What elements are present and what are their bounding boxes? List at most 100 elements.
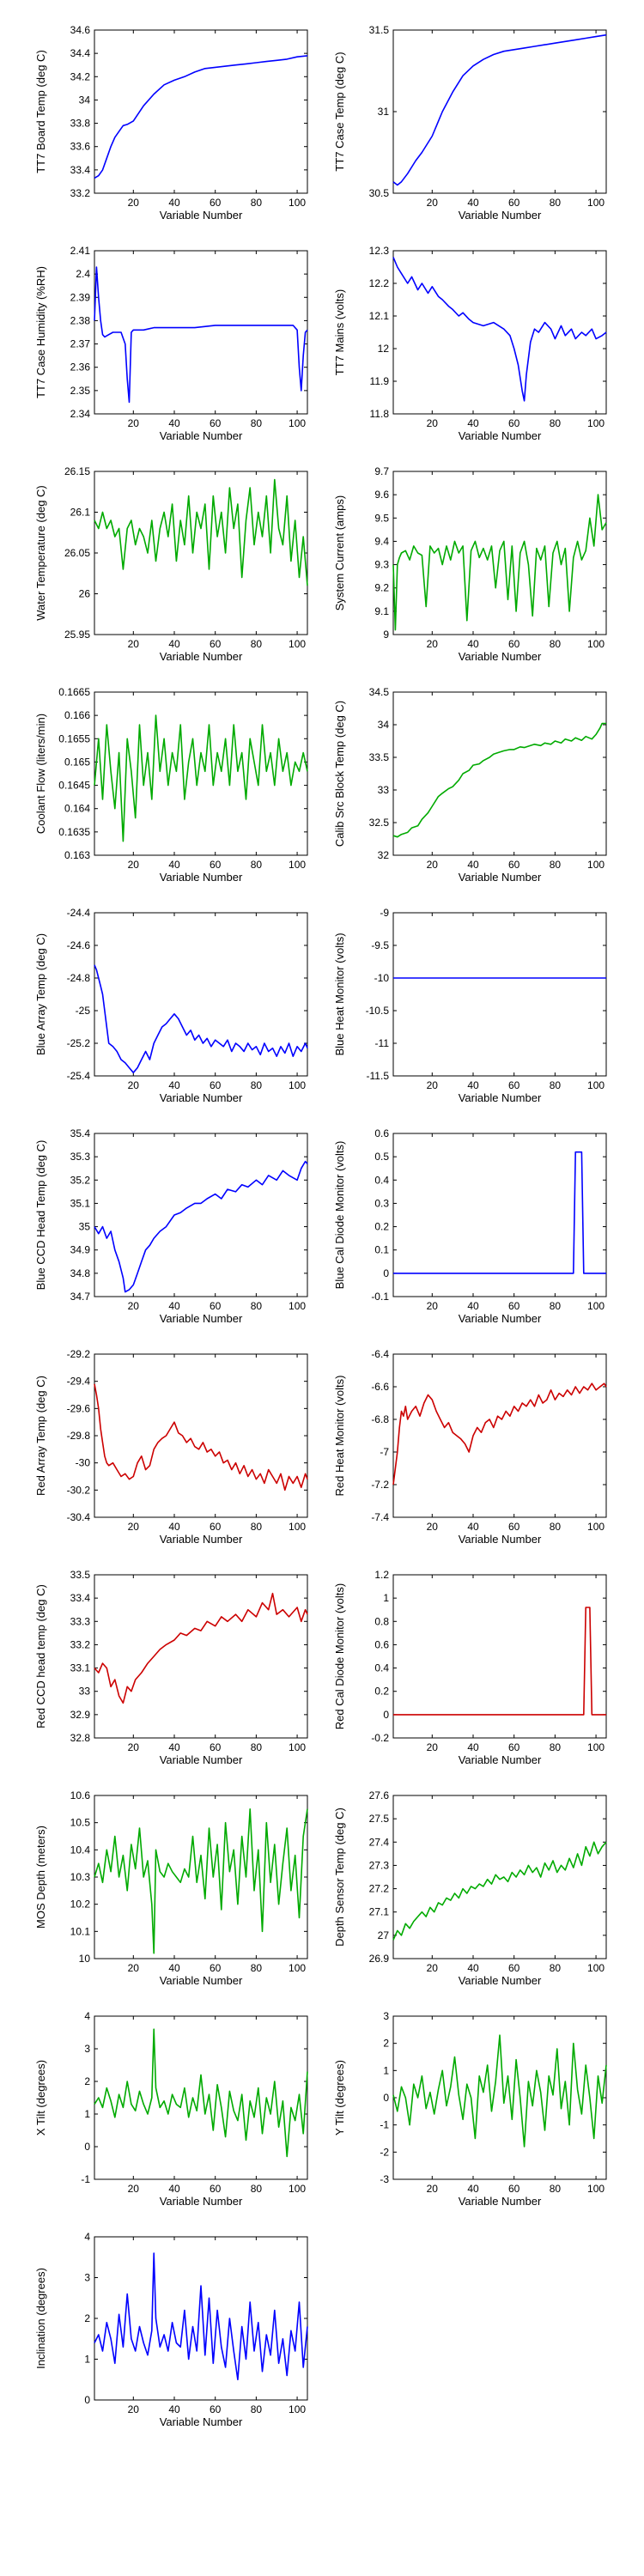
x-tick-label: 20 xyxy=(427,1962,439,1974)
x-tick-label: 100 xyxy=(289,2403,306,2415)
y-axis-label: Red CCD head temp (deg C) xyxy=(34,1584,47,1728)
y-tick-label: 30.5 xyxy=(369,187,390,199)
y-tick-label: 33.4 xyxy=(70,1592,91,1604)
x-tick-label: 100 xyxy=(289,1079,306,1091)
x-tick-label: 80 xyxy=(550,638,562,650)
y-tick-label: 10 xyxy=(79,1953,91,1965)
y-tick-label: 34.8 xyxy=(70,1267,91,1279)
x-tick-label: 20 xyxy=(128,2183,140,2195)
x-axis-label: Variable Number xyxy=(160,2415,243,2428)
y-tick-label: 12.2 xyxy=(369,277,390,289)
x-tick-label: 20 xyxy=(128,417,140,429)
y-axis-label: Depth Sensor Temp (deg C) xyxy=(333,1807,346,1947)
chart-panel-13: 20 40 60 80 100 -30.4 -30.2 -30 -29.8 -29.6 -29.4 -… xyxy=(34,1348,308,1546)
x-tick-label: 60 xyxy=(508,1079,520,1091)
x-tick-label: 100 xyxy=(289,2183,306,2195)
y-tick-label: 0.4 xyxy=(374,1662,389,1674)
y-tick-label: -29.4 xyxy=(67,1376,91,1388)
x-tick-label: 80 xyxy=(251,1962,263,1974)
y-tick-label: 27.6 xyxy=(369,1789,390,1801)
y-tick-label: 0.4 xyxy=(374,1174,389,1186)
y-tick-label: -30 xyxy=(76,1457,91,1469)
chart-panel-7: 20 40 60 80 100 0.163 0.1635 0.164 0.1645 0.165 0.… xyxy=(34,686,308,884)
y-tick-label: -24.4 xyxy=(67,907,91,919)
y-axis-label: TT7 Case Humidity (%RH) xyxy=(34,266,47,398)
x-tick-label: 100 xyxy=(587,1521,605,1533)
x-tick-label: 40 xyxy=(168,859,180,871)
y-tick-label: 33.8 xyxy=(70,118,91,130)
series-line xyxy=(392,1841,607,1941)
y-tick-label: -7.4 xyxy=(371,1511,389,1523)
y-tick-label: 0.163 xyxy=(64,849,90,861)
x-tick-label: 80 xyxy=(251,417,263,429)
x-tick-label: 40 xyxy=(467,1300,479,1312)
y-axis-label: X Tilt (degrees) xyxy=(34,2060,47,2136)
plot-area xyxy=(392,250,607,415)
x-tick-label: 40 xyxy=(467,859,479,871)
y-tick-label: -7 xyxy=(380,1446,389,1458)
y-tick-label: 32.8 xyxy=(70,1732,91,1744)
y-tick-label: -0.2 xyxy=(371,1732,389,1744)
x-tick-label: 80 xyxy=(251,859,263,871)
y-tick-label: -30.2 xyxy=(67,1484,91,1496)
chart-panel-2: 20 40 60 80 100 30.5 31 31.5 Variable Number TT7 … xyxy=(333,24,607,222)
x-axis-label: Variable Number xyxy=(160,209,243,222)
x-tick-label: 80 xyxy=(251,1300,263,1312)
y-tick-label: -30.4 xyxy=(67,1511,91,1523)
plot-area xyxy=(94,1795,308,1959)
x-tick-label: 40 xyxy=(168,1300,180,1312)
y-tick-label: 26.1 xyxy=(70,507,91,519)
y-tick-label: 26.05 xyxy=(64,547,90,559)
series-line xyxy=(94,2028,308,2158)
y-tick-label: 10.2 xyxy=(70,1899,91,1911)
series-line xyxy=(94,266,308,404)
y-tick-label: 33.2 xyxy=(70,187,91,199)
y-tick-label: 12 xyxy=(378,343,390,355)
y-tick-label: -29.6 xyxy=(67,1402,91,1414)
y-tick-label: 4 xyxy=(84,2010,90,2022)
x-axis-label: Variable Number xyxy=(160,1974,243,1987)
y-tick-label: 33 xyxy=(79,1686,91,1698)
plot-area xyxy=(392,1353,607,1518)
plot-area xyxy=(94,29,308,194)
x-tick-label: 100 xyxy=(289,1521,306,1533)
x-tick-label: 100 xyxy=(587,859,605,871)
y-tick-label: -25.4 xyxy=(67,1070,91,1082)
x-tick-label: 40 xyxy=(168,2183,180,2195)
x-tick-label: 100 xyxy=(587,638,605,650)
x-tick-label: 60 xyxy=(210,417,222,429)
y-tick-label: 10.1 xyxy=(70,1925,91,1937)
y-tick-label: 0.6 xyxy=(374,1127,389,1139)
chart-panel-4: 20 40 60 80 100 11.8 11.9 12 12.1 12.2 12.3 Variabl… xyxy=(333,245,607,442)
x-tick-label: 100 xyxy=(587,197,605,209)
y-tick-label: 2.37 xyxy=(70,338,91,350)
y-axis-label: System Current (amps) xyxy=(333,495,346,611)
y-tick-label: 34.6 xyxy=(70,24,91,36)
x-tick-label: 80 xyxy=(550,1741,562,1753)
y-tick-label: 35.1 xyxy=(70,1197,91,1209)
y-tick-label: -6.6 xyxy=(371,1381,389,1393)
x-tick-label: 100 xyxy=(289,417,306,429)
y-tick-label: 34 xyxy=(79,94,91,106)
y-axis-label: Blue Cal Diode Monitor (volts) xyxy=(333,1141,346,1290)
x-tick-label: 60 xyxy=(210,638,222,650)
y-axis-label: MOS Depth (meters) xyxy=(34,1826,47,1929)
y-tick-label: 0 xyxy=(84,2141,90,2153)
x-axis-label: Variable Number xyxy=(160,2195,243,2208)
series-line xyxy=(393,1151,606,1274)
y-tick-label: 34.5 xyxy=(369,686,390,698)
series-line xyxy=(94,1160,308,1293)
y-tick-label: -10.5 xyxy=(366,1005,390,1017)
y-tick-label: 33.3 xyxy=(70,1615,91,1627)
y-tick-label: 1 xyxy=(383,1592,389,1604)
y-tick-label: -0.1 xyxy=(371,1291,389,1303)
series-line xyxy=(94,1592,308,1704)
x-tick-label: 20 xyxy=(128,1741,140,1753)
y-tick-label: 10.5 xyxy=(70,1817,91,1829)
x-axis-label: Variable Number xyxy=(459,1312,542,1325)
plot-area xyxy=(94,250,308,415)
y-tick-label: 3 xyxy=(84,2043,90,2055)
series-line xyxy=(392,494,607,631)
x-tick-label: 40 xyxy=(168,1741,180,1753)
